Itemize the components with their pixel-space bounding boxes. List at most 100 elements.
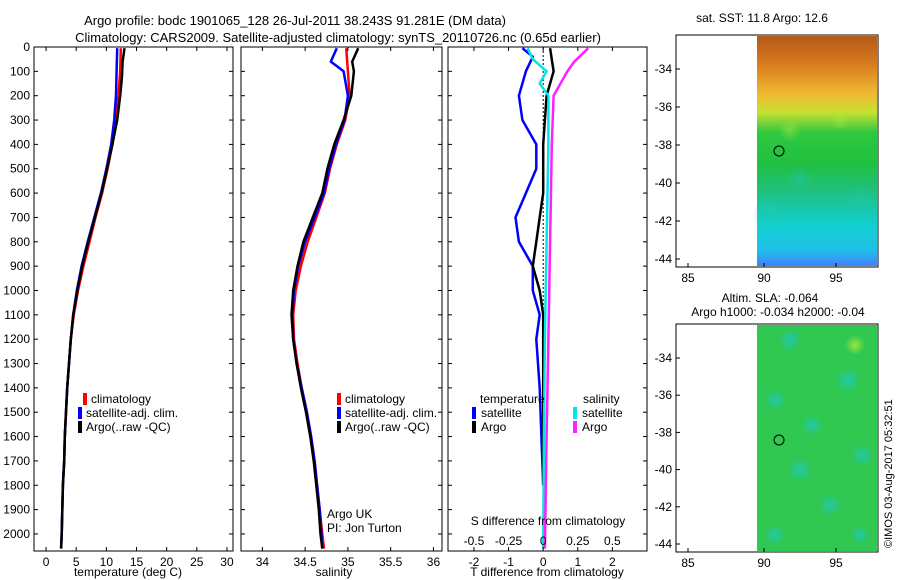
x-tick-label: 20 [160,555,174,569]
y-tick-label: 100 [10,64,30,78]
x-tick-label: 35.5 [379,555,403,569]
y-tick-label: 0 [23,40,30,54]
legend-title-salinity: salinity [583,392,620,406]
sla-map-ticks: 85 90 95 -34 -36 -38 -40 -42 -44 [655,351,843,570]
sst-argo-marker [773,145,785,157]
legend-swatch-climatology [83,393,87,405]
map-x-tick-label: 90 [757,271,771,285]
legend-swatch-satellite [78,407,82,419]
s-tick-label: 0 [540,534,547,548]
y-tick-label: 700 [10,210,30,224]
legend-swatch-climatology [337,393,341,405]
sla-map-title-line1: Altim. SLA: -0.064 [722,291,819,305]
x-tick-label: 30 [220,555,234,569]
s-tick-label: 0.25 [566,534,590,548]
map-x-tick-label: 90 [757,556,771,570]
sla-map-title-line2: Argo h1000: -0.034 h2000: -0.04 [691,305,865,319]
salinity-plot [290,47,360,549]
map-y-tick-label: -44 [655,252,673,266]
x-tick-label: 5 [73,555,80,569]
difference-plot [514,47,590,551]
sla-map-texture [764,328,874,546]
x-tick-label: 0 [43,555,50,569]
difference-axis-ticks: -2 -1 0 1 2 -0.5 -0.25 0 0.25 0.5 [448,46,647,569]
y-tick-label: 1500 [3,405,30,419]
y-tick-label: 1700 [3,454,30,468]
legend-label-satellite: satellite-adj. clim. [86,406,178,420]
footer-timestamp: ©IMOS 03-Aug-2017 05:32:51 [883,399,895,548]
temperature-plot [59,48,126,549]
x-tick-label: 34 [256,555,270,569]
y-tick-label: 600 [10,186,30,200]
map-y-tick-label: -44 [655,537,673,551]
legend-label-temp-satellite: satellite [481,406,522,420]
salinity-axes [240,46,443,552]
y-tick-label: 1300 [3,357,30,371]
x-tick-label: 10 [100,555,114,569]
x-tick-label: 34.5 [293,555,317,569]
y-tick-label: 1400 [3,381,30,395]
s-tick-label: -0.25 [495,534,523,548]
map-y-tick-label: -40 [655,463,673,477]
y-tick-label: 1800 [3,478,30,492]
sst-map-title: sat. SST: 11.8 Argo: 12.6 [696,11,828,25]
legend-swatch-temp-satellite [472,407,476,419]
map-y-tick-label: -36 [655,388,673,402]
annotation-line2: PI: Jon Turton [327,521,402,535]
y-tick-label: 1000 [3,283,30,297]
difference-axes [447,46,648,552]
legend-swatch-temp-argo [472,421,476,433]
map-y-tick-label: -42 [655,500,673,514]
sst-map-texture [752,110,876,233]
sla-map-field [757,325,877,551]
legend-swatch-argo [78,421,82,433]
legend-label-argo: Argo(..raw -QC) [86,420,171,434]
x-tick-label: -1 [503,555,514,569]
sla-argo-marker [773,434,785,446]
map-y-tick-label: -40 [655,176,673,190]
legend-label-sal-satellite: satellite [582,406,623,420]
temperature-xlabel: temperature (deg C) [74,565,182,579]
x-tick-label: 15 [130,555,144,569]
y-tick-label: 1900 [3,503,30,517]
salinity-legend: climatology satellite-adj. clim. Argo(..… [327,392,437,535]
series-line-satellite-adj-clim- [59,48,119,549]
map-x-tick-label: 95 [829,556,843,570]
y-tick-label: 900 [10,259,30,273]
x-tick-label: 36 [427,555,441,569]
series-line-argo-raw-qc- [290,47,360,549]
map-x-tick-label: 85 [681,271,695,285]
salinity-axis-ticks: 34 34.5 35 35.5 36 [241,46,442,569]
temperature-axis-ticks: 0100200300400500600700800900100011001200… [3,40,234,569]
temperature-axes [33,46,234,552]
annotation-line1: Argo UK [327,507,372,521]
y-tick-label: 2000 [3,527,30,541]
y-tick-label: 1100 [4,308,30,322]
series-line-argo-raw-qc- [59,48,126,549]
y-tick-label: 300 [10,113,30,127]
map-y-tick-label: -34 [655,351,673,365]
legend-label-argo: Argo(..raw -QC) [345,420,430,434]
temperature-legend: climatology satellite-adj. clim. Argo(..… [78,392,178,434]
legend-label-climatology: climatology [345,392,405,406]
map-x-tick-label: 95 [829,271,843,285]
x-tick-label: 2 [609,555,616,569]
y-tick-label: 500 [10,162,30,176]
legend-label-temp-argo: Argo [481,420,507,434]
series-line-satellite-adj-clim- [291,47,350,549]
map-y-tick-label: -38 [655,138,673,152]
difference-legend: temperature satellite Argo salinity sate… [472,392,623,434]
salinity-xlabel: salinity [316,565,353,579]
series-line-salinity-argo [543,47,590,549]
series-line-climatology [59,48,123,549]
legend-title-temperature: temperature [480,392,545,406]
y-tick-label: 200 [10,89,30,103]
x-tick-label: 25 [190,555,204,569]
series-line-temperature-satellite [514,47,545,486]
map-y-tick-label: -36 [655,100,673,114]
x-tick-label: -2 [469,555,480,569]
y-tick-label: 1200 [3,332,30,346]
difference-xlabel-top: S difference from climatology [471,514,626,528]
sst-map-ticks: 85 90 95 -34 -36 -38 -40 -42 -44 [655,62,843,285]
